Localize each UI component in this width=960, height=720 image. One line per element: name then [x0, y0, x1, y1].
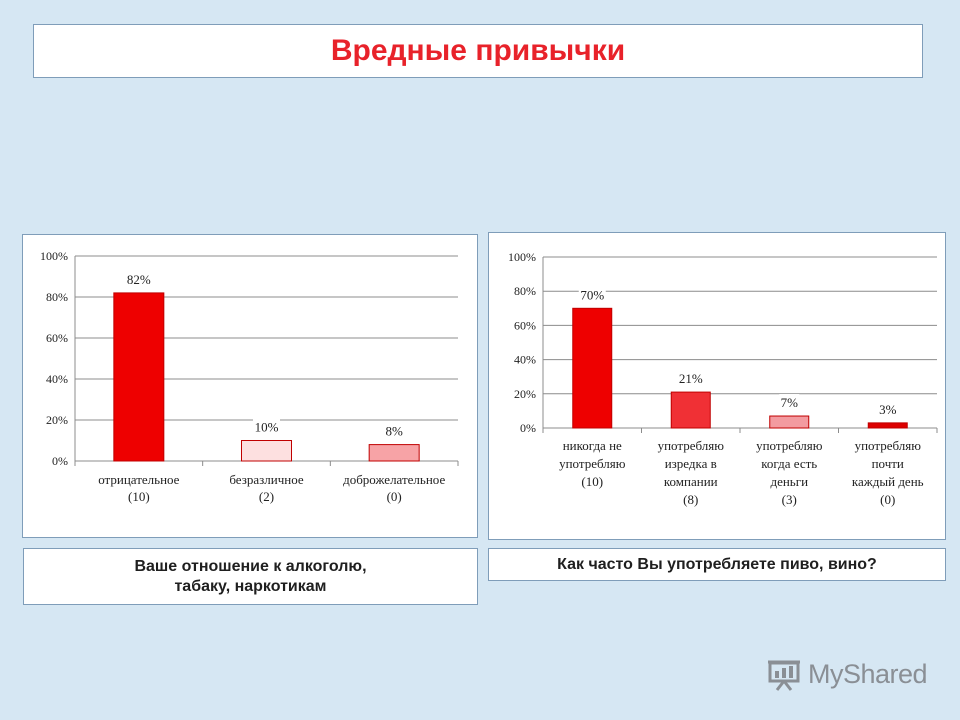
data-label: 7%	[781, 395, 799, 410]
category-label: компании	[664, 474, 718, 489]
y-tick-label: 40%	[514, 353, 536, 367]
bar	[113, 292, 165, 462]
data-label-bg	[779, 394, 800, 411]
myshared-logo: MyShared	[766, 656, 928, 692]
y-tick-label: 0%	[520, 421, 536, 435]
page-title: Вредные привычки	[330, 34, 626, 67]
category-label: доброжелательное	[343, 472, 445, 487]
bar	[572, 307, 613, 429]
y-tick-label: 80%	[46, 290, 68, 304]
category-label: изредка в	[665, 456, 717, 471]
category-label: деньги	[770, 474, 808, 489]
data-label-bg	[125, 270, 153, 287]
data-label-bg	[578, 286, 606, 303]
category-label: отрицательное	[98, 472, 179, 487]
attitude-caption-text: Ваше отношение к алкоголю, табаку, нарко…	[134, 557, 367, 595]
category-label: почти	[872, 456, 904, 471]
bar	[867, 422, 908, 429]
category-label: (10)	[581, 474, 603, 489]
category-label: употребляю	[756, 438, 823, 453]
category-label: каждый день	[852, 474, 924, 489]
y-tick-label: 60%	[514, 318, 536, 332]
y-tick-label: 40%	[46, 372, 68, 386]
bar	[368, 444, 420, 462]
y-tick-label: 60%	[46, 331, 68, 345]
data-label-bg	[677, 370, 705, 387]
category-label: безразличное	[229, 472, 304, 487]
category-label: (8)	[683, 492, 698, 507]
category-label: употребляю	[658, 438, 725, 453]
category-label: употребляю	[559, 456, 626, 471]
data-label: 70%	[580, 287, 604, 302]
attitude-caption: Ваше отношение к алкоголю, табаку, нарко…	[23, 548, 478, 605]
data-label-bg	[384, 422, 405, 439]
attitude-chart-svg: 0% 20% 40% 60% 80% 100% 82% отрицательное (10) 10…	[40, 249, 459, 504]
data-label-bg	[253, 418, 280, 435]
data-label: 21%	[679, 371, 703, 386]
bar	[241, 440, 292, 462]
category-label: (3)	[782, 492, 797, 507]
title-banner: Вредные привычки	[33, 24, 923, 78]
category-label: (0)	[880, 492, 895, 507]
y-tick-label: 20%	[514, 387, 536, 401]
y-tick-label: 0%	[52, 454, 68, 468]
logo-text: MyShared	[808, 658, 928, 689]
category-label: когда есть	[761, 456, 817, 471]
y-tick-label: 100%	[40, 249, 68, 263]
bar	[670, 391, 711, 429]
category-label: никогда не	[563, 438, 622, 453]
frequency-caption-text: Как часто Вы употребляете пиво, вино?	[557, 555, 877, 573]
y-tick-label: 100%	[508, 250, 536, 264]
frequency-chart: 0% 20% 40% 60% 80% 100% 70% никогда не употребля…	[488, 232, 946, 540]
data-label-bg	[877, 400, 898, 417]
data-label: 3%	[879, 402, 897, 417]
y-tick-label: 20%	[46, 413, 68, 427]
category-label: (2)	[259, 489, 274, 504]
presentation-board-icon	[768, 660, 800, 691]
category-label: (10)	[128, 489, 150, 504]
category-label: употребляю	[855, 438, 922, 453]
data-label: 82%	[127, 272, 151, 287]
frequency-caption: Как часто Вы употребляете пиво, вино?	[488, 548, 946, 581]
bar	[769, 415, 810, 429]
data-label: 8%	[385, 424, 403, 439]
y-tick-label: 80%	[514, 284, 536, 298]
attitude-chart: 0% 20% 40% 60% 80% 100% 82% отрицательное (10) 10…	[22, 234, 478, 538]
category-label: (0)	[387, 489, 402, 504]
data-label: 10%	[255, 420, 279, 435]
frequency-chart-svg: 0% 20% 40% 60% 80% 100% 70% никогда не употребля…	[508, 250, 938, 507]
